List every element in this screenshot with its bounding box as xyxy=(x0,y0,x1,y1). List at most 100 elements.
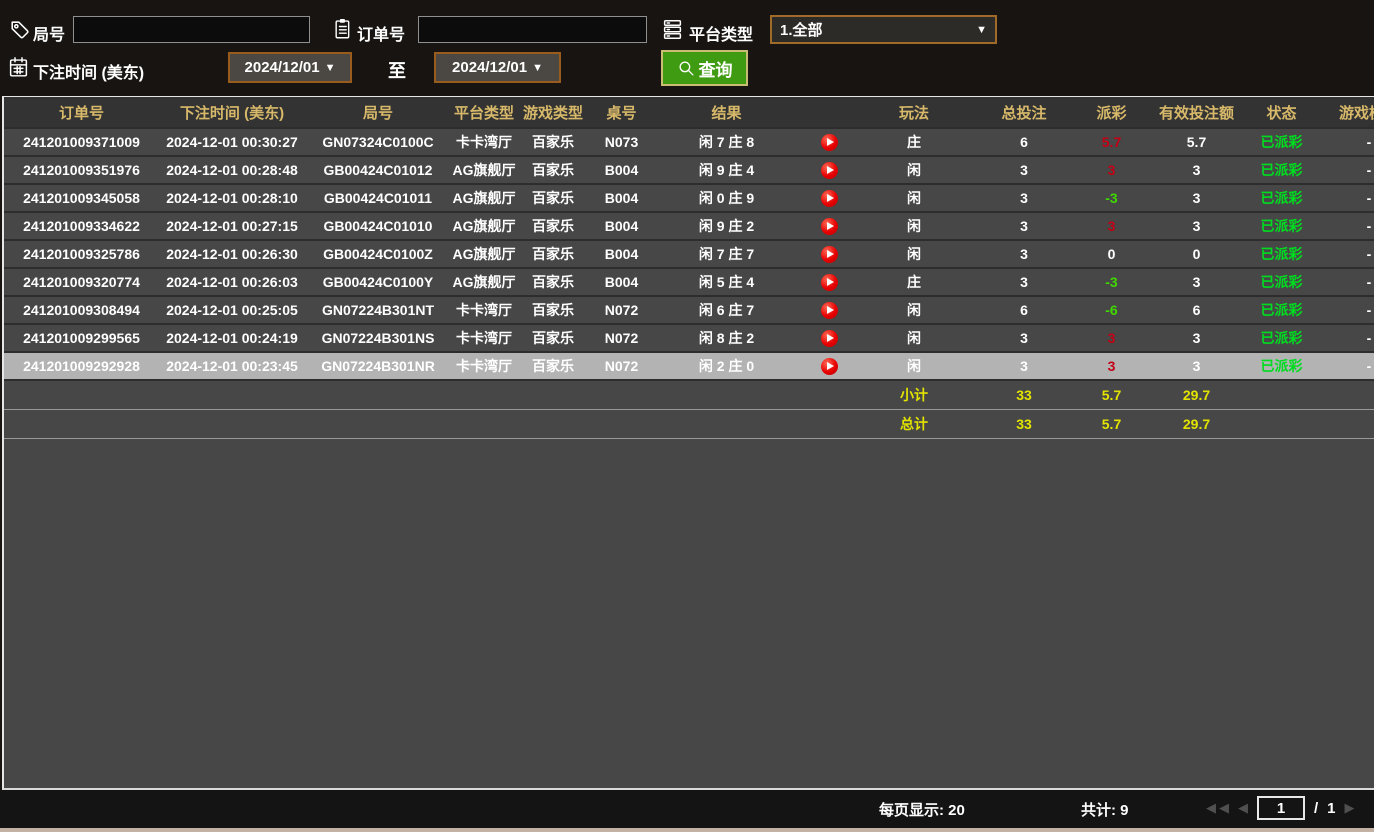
play-icon[interactable] xyxy=(820,357,838,375)
cell-valid-bet: 3 xyxy=(1144,352,1249,381)
cell-result: 闲 8 庄 2 xyxy=(654,324,799,353)
bet-records-table: 订单号 下注时间 (美东) 局号 平台类型 游戏类型 桌号 结果 玩法 总投注 派彩 有效投注额 状态… xyxy=(2,96,1374,790)
date-from-picker[interactable]: 2024/12/01 ▼ xyxy=(228,52,352,83)
search-icon xyxy=(677,59,696,78)
cell-platform: 卡卡湾厅 xyxy=(451,324,517,353)
table-row[interactable]: 241201009308494 2024-12-01 00:25:05 GN07… xyxy=(4,296,1374,325)
cell-round-no: GB00424C01010 xyxy=(305,212,451,241)
column-header-7 xyxy=(799,97,859,129)
cell-platform: 卡卡湾厅 xyxy=(451,296,517,325)
cell-table-no: N073 xyxy=(589,128,654,157)
cell-result: 闲 9 庄 2 xyxy=(654,212,799,241)
platform-type-select[interactable]: 1.全部 ▼ xyxy=(770,15,997,44)
cell-replay xyxy=(799,240,859,269)
subtotal-label: 小计 xyxy=(859,380,969,410)
cell-status: 已派彩 xyxy=(1249,184,1314,213)
cell-result: 闲 2 庄 0 xyxy=(654,352,799,381)
cell-table-no: N072 xyxy=(589,324,654,353)
table-row[interactable]: 241201009292928 2024-12-01 00:23:45 GN07… xyxy=(4,352,1374,381)
order-no-input[interactable] xyxy=(418,16,647,43)
cell-total-bet: 3 xyxy=(969,240,1079,269)
order-no-label: 订单号 xyxy=(357,27,406,44)
cell-bet-time: 2024-12-01 00:26:30 xyxy=(159,240,305,269)
date-from-value: 2024/12/01 xyxy=(244,59,320,76)
cell-order-no: 241201009320774 xyxy=(4,268,159,297)
chevron-down-icon: ▼ xyxy=(532,61,543,74)
play-icon[interactable] xyxy=(820,217,838,235)
table-row[interactable]: 241201009325786 2024-12-01 00:26:30 GB00… xyxy=(4,240,1374,269)
cell-table-no: B004 xyxy=(589,240,654,269)
cell-play-method: 闲 xyxy=(859,296,969,325)
date-to-picker[interactable]: 2024/12/01 ▼ xyxy=(434,52,561,83)
cell-round-no: GN07224B301NT xyxy=(305,296,451,325)
table-row[interactable]: 241201009351976 2024-12-01 00:28:48 GB00… xyxy=(4,156,1374,185)
cell-game-type: 百家乐 xyxy=(517,212,589,241)
round-no-label: 局号 xyxy=(33,27,66,44)
column-header-5: 桌号 xyxy=(589,97,654,129)
calendar-icon xyxy=(8,56,29,79)
cell-replay xyxy=(799,128,859,157)
cell-game-type: 百家乐 xyxy=(517,240,589,269)
cell-payout: -3 xyxy=(1079,268,1144,297)
cell-result: 闲 0 庄 9 xyxy=(654,184,799,213)
page-input[interactable] xyxy=(1257,796,1305,820)
cell-game-mode: - xyxy=(1314,212,1374,241)
cell-play-method: 庄 xyxy=(859,128,969,157)
cell-bet-time: 2024-12-01 00:27:15 xyxy=(159,212,305,241)
cell-game-type: 百家乐 xyxy=(517,324,589,353)
cell-game-mode: - xyxy=(1314,156,1374,185)
cell-total-bet: 6 xyxy=(969,296,1079,325)
cell-status: 已派彩 xyxy=(1249,324,1314,353)
cell-round-no: GB00424C0100Z xyxy=(305,240,451,269)
cell-status: 已派彩 xyxy=(1249,128,1314,157)
table-row[interactable]: 241201009345058 2024-12-01 00:28:10 GB00… xyxy=(4,184,1374,213)
cell-payout: 3 xyxy=(1079,156,1144,185)
cell-platform: AG旗舰厅 xyxy=(451,156,517,185)
cell-round-no: GN07324C0100C xyxy=(305,128,451,157)
window-edge-strip xyxy=(0,828,1374,832)
table-row[interactable]: 241201009334622 2024-12-01 00:27:15 GB00… xyxy=(4,212,1374,241)
query-button-label: 查询 xyxy=(698,60,733,80)
play-icon[interactable] xyxy=(820,301,838,319)
table-row[interactable]: 241201009320774 2024-12-01 00:26:03 GB00… xyxy=(4,268,1374,297)
query-button[interactable]: 查询 xyxy=(661,50,748,86)
column-header-12: 状态 xyxy=(1249,97,1314,129)
cell-payout: 3 xyxy=(1079,212,1144,241)
cell-status: 已派彩 xyxy=(1249,268,1314,297)
cell-game-mode: - xyxy=(1314,240,1374,269)
column-header-0: 订单号 xyxy=(4,97,159,129)
round-no-input[interactable] xyxy=(73,16,310,43)
cell-total-bet: 6 xyxy=(969,128,1079,157)
total-valid-bet: 29.7 xyxy=(1144,409,1249,439)
cell-payout: -6 xyxy=(1079,296,1144,325)
table-row[interactable]: 241201009371009 2024-12-01 00:30:27 GN07… xyxy=(4,128,1374,157)
cell-status: 已派彩 xyxy=(1249,296,1314,325)
table-header-row: 订单号 下注时间 (美东) 局号 平台类型 游戏类型 桌号 结果 玩法 总投注 派彩 有效投注额 状态… xyxy=(4,97,1374,129)
cell-result: 闲 7 庄 8 xyxy=(654,128,799,157)
cell-replay xyxy=(799,212,859,241)
cell-platform: AG旗舰厅 xyxy=(451,212,517,241)
play-icon[interactable] xyxy=(820,161,838,179)
play-icon[interactable] xyxy=(820,189,838,207)
column-header-13: 游戏模式 xyxy=(1314,97,1374,129)
cell-payout: 5.7 xyxy=(1079,128,1144,157)
cell-status: 已派彩 xyxy=(1249,240,1314,269)
cell-payout: 3 xyxy=(1079,324,1144,353)
subtotal-valid-bet: 29.7 xyxy=(1144,380,1249,410)
per-page-label: 每页显示: 20 xyxy=(879,802,965,819)
first-page-icon-2[interactable]: ◀ xyxy=(1219,800,1229,815)
next-page-icon[interactable]: ▶ xyxy=(1344,800,1355,815)
total-row: 总计 33 5.7 29.7 xyxy=(4,409,1374,439)
prev-page-icon[interactable]: ◀ xyxy=(1238,800,1248,815)
play-icon[interactable] xyxy=(820,273,838,291)
play-icon[interactable] xyxy=(820,329,838,347)
play-icon[interactable] xyxy=(820,245,838,263)
table-row[interactable]: 241201009299565 2024-12-01 00:24:19 GN07… xyxy=(4,324,1374,353)
play-icon[interactable] xyxy=(820,133,838,151)
cell-game-type: 百家乐 xyxy=(517,156,589,185)
platform-icon xyxy=(662,18,683,41)
first-page-icon[interactable]: ◀ xyxy=(1206,800,1216,815)
column-header-4: 游戏类型 xyxy=(517,97,589,129)
cell-game-type: 百家乐 xyxy=(517,184,589,213)
cell-round-no: GB00424C0100Y xyxy=(305,268,451,297)
